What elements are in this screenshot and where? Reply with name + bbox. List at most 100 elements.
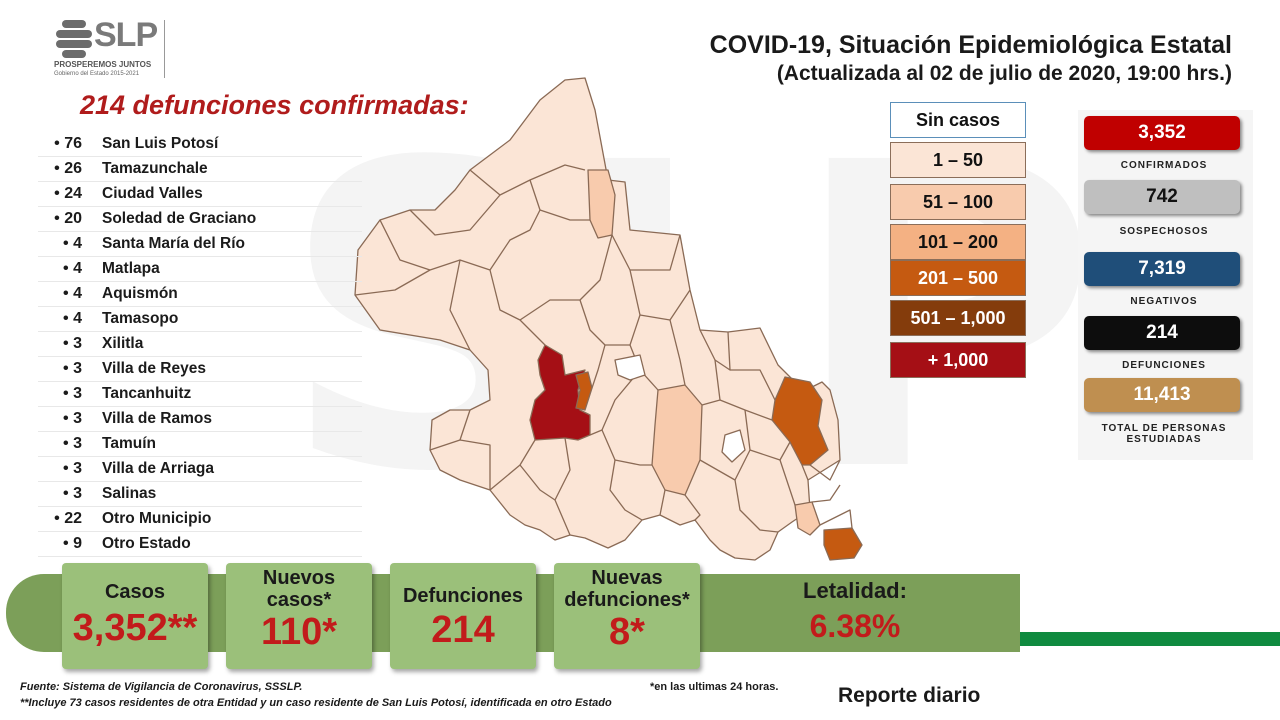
- page-title: COVID-19, Situación Epidemiológica Estat…: [710, 30, 1232, 88]
- death-count: 3: [38, 460, 102, 478]
- green-line: [1020, 632, 1280, 646]
- legend-item: 201 – 500: [890, 260, 1026, 296]
- legend-item: 51 – 100: [890, 184, 1026, 220]
- death-count: 4: [38, 285, 102, 303]
- stat-value-total-de-personas: 11,413: [1084, 378, 1240, 412]
- stats-panel: 3,352 CONFIRMADOS 742 SOSPECHOSOS 7,319 NEGAT…: [1078, 110, 1253, 460]
- card-defunciones: Defunciones 214: [390, 563, 536, 669]
- card-defunciones-label: Defunciones: [402, 585, 524, 607]
- death-municipality: Otro Estado: [102, 535, 191, 552]
- death-municipality: Otro Municipio: [102, 510, 212, 527]
- source-note: Fuente: Sistema de Vigilancia de Coronav…: [20, 681, 303, 693]
- logo-slogan: PROSPEREMOS JUNTOS: [54, 60, 152, 69]
- deaths-heading: 214 defunciones confirmadas:: [80, 90, 469, 120]
- card-defunciones-value: 214: [431, 609, 495, 651]
- stat-value-sospechosos: 742: [1084, 180, 1240, 214]
- death-count: 9: [38, 535, 102, 553]
- death-count: 3: [38, 385, 102, 403]
- death-count: 4: [38, 235, 102, 253]
- death-count: 76: [38, 135, 102, 153]
- death-count: 3: [38, 335, 102, 353]
- stat-value-confirmados: 3,352: [1084, 116, 1240, 150]
- logo-divider: [164, 20, 165, 78]
- death-count: 3: [38, 360, 102, 378]
- card-casos: Casos 3,352**: [62, 563, 208, 669]
- letalidad-label: Letalidad:: [803, 578, 907, 603]
- death-municipality: Villa de Arriaga: [102, 460, 214, 477]
- stat-label: TOTAL DE PERSONAS ESTUDIADAS: [1101, 423, 1227, 445]
- death-municipality: Tamazunchale: [102, 160, 208, 177]
- death-count: 3: [38, 435, 102, 453]
- letalidad-value: 6.38%: [809, 608, 901, 644]
- stat-value-negativos: 7,319: [1084, 252, 1240, 286]
- death-count: 4: [38, 310, 102, 328]
- death-count: 3: [38, 410, 102, 428]
- stat-label: CONFIRMADOS: [1120, 160, 1208, 171]
- death-municipality: Tancanhuitz: [102, 385, 192, 402]
- legend-item: 101 – 200: [890, 224, 1026, 260]
- death-municipality: Salinas: [102, 485, 157, 502]
- card-nuevas-defunciones: Nuevas defunciones* 8*: [554, 563, 700, 669]
- stat-label: SOSPECHOSOS: [1119, 226, 1209, 237]
- legend-item: 1 – 50: [890, 142, 1026, 178]
- report-label: Reporte diario: [838, 684, 981, 707]
- logo-gov: Gobierno del Estado 2015-2021: [54, 71, 140, 77]
- death-municipality: Matlapa: [102, 260, 160, 277]
- death-count: 4: [38, 260, 102, 278]
- death-municipality: Tamasopo: [102, 310, 179, 327]
- death-count: 22: [38, 510, 102, 528]
- death-municipality: Aquismón: [102, 285, 178, 302]
- map-municipality-tamazunchale: [823, 527, 863, 561]
- death-municipality: Xilitla: [102, 335, 144, 352]
- death-municipality: Soledad de Graciano: [102, 210, 257, 227]
- card-nuevas-defunciones-value: 8*: [609, 611, 645, 653]
- stat-label: NEGATIVOS: [1130, 296, 1198, 307]
- death-count: 24: [38, 185, 102, 203]
- card-nuevas-defunciones-label: Nuevas defunciones*: [564, 567, 690, 611]
- card-nuevos-casos-label: Nuevos casos*: [262, 567, 336, 611]
- legend-item: 501 – 1,000: [890, 300, 1026, 336]
- death-municipality: Santa María del Río: [102, 235, 245, 252]
- map-municipality-slp-capital: [529, 344, 591, 441]
- death-count: 26: [38, 160, 102, 178]
- logo-letters: SLP: [94, 16, 158, 54]
- slp-logo-icon: [56, 18, 92, 58]
- map-state-outline: [354, 77, 841, 561]
- death-municipality: Tamuín: [102, 435, 156, 452]
- title-line-1: COVID-19, Situación Epidemiológica Estat…: [709, 31, 1232, 59]
- death-municipality: Ciudad Valles: [102, 185, 203, 202]
- map-municipality-huasteca-sw: [794, 501, 821, 536]
- card-casos-value: 3,352**: [72, 607, 198, 649]
- state-map: [354, 77, 863, 561]
- death-municipality: Villa de Reyes: [102, 360, 206, 377]
- death-municipality: San Luis Potosí: [102, 135, 219, 152]
- stat-label: DEFUNCIONES: [1122, 360, 1206, 371]
- legend-item: Sin casos: [890, 102, 1026, 138]
- letalidad: Letalidad: 6.38%: [760, 578, 950, 645]
- slp-logo: SLP PROSPEREMOS JUNTOS Gobierno del Esta…: [50, 16, 170, 82]
- residence-note: **Incluye 73 casos residentes de otra En…: [20, 697, 612, 709]
- card-nuevos-casos: Nuevos casos* 110*: [226, 563, 372, 669]
- death-count: 20: [38, 210, 102, 228]
- death-municipality: Villa de Ramos: [102, 410, 212, 427]
- legend-item: + 1,000: [890, 342, 1026, 378]
- last24-note: *en las ultimas 24 horas.: [650, 681, 779, 693]
